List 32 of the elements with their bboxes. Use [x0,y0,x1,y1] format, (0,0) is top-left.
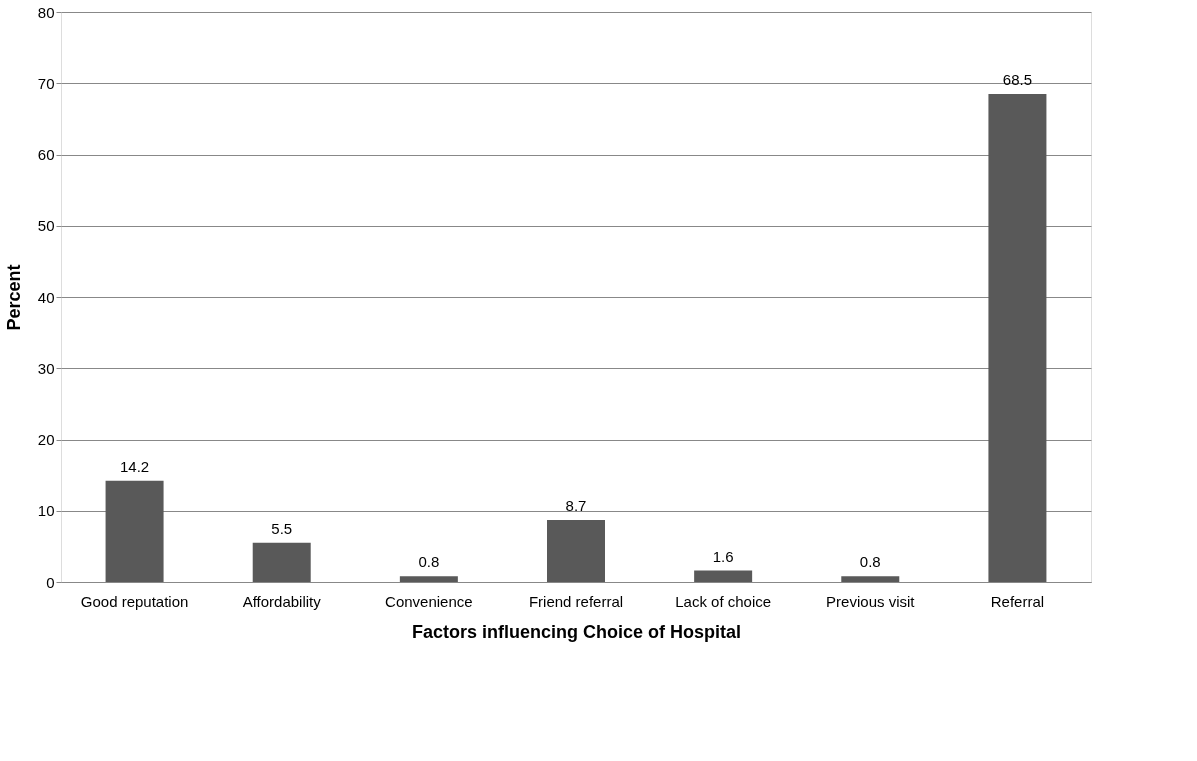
data-label: 0.8 [418,553,440,571]
data-label: 1.6 [712,547,734,565]
data-label: 0.8 [859,553,881,571]
bar [988,93,1047,582]
x-tick-label: Good reputation [80,592,189,610]
bar [694,570,753,582]
y-axis-title: Percent [3,264,24,331]
y-tick-label: 30 [37,359,55,377]
bar [547,520,605,582]
data-label: 68.5 [1002,70,1033,88]
x-tick-label: Referral [990,592,1045,610]
y-tick-label: 80 [37,3,55,21]
y-tick-label: 60 [37,146,55,163]
y-tick-label: 20 [37,431,55,448]
x-tick-label: Previous visit [826,592,916,610]
bar [252,542,311,582]
y-tick-label: 40 [37,288,55,306]
x-tick-label: Friend referral [528,592,624,610]
data-label: 5.5 [271,519,293,537]
x-tick-label: Convenience [385,592,473,610]
data-label: 8.7 [565,497,587,515]
x-tick-label: Affordability [242,592,322,610]
bar [841,576,900,582]
bar [105,480,164,582]
y-tick-label: 50 [37,217,55,235]
y-tick-label: 10 [37,502,55,520]
y-tick-label: 70 [37,74,55,92]
x-axis-title: Factors influencing Choice of Hospital [411,621,742,642]
x-tick-label: Lack of choice [675,592,772,610]
y-tick-label: 0 [46,573,55,591]
bar [399,576,458,582]
data-label: 14.2 [119,457,150,475]
